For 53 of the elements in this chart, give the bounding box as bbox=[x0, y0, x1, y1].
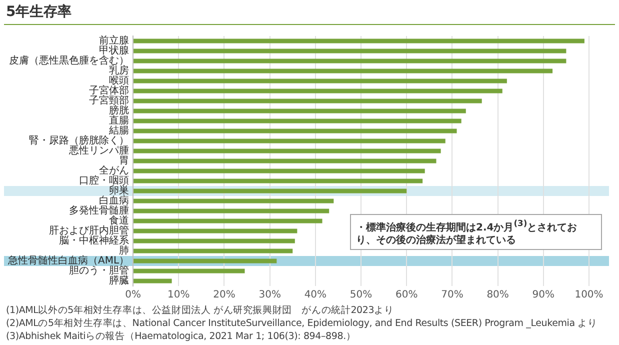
bar bbox=[134, 98, 482, 104]
bar bbox=[134, 228, 298, 234]
chart-title: 5年生存率 bbox=[6, 3, 72, 21]
bar bbox=[134, 168, 425, 174]
bar bbox=[134, 268, 245, 274]
bar bbox=[134, 248, 293, 254]
x-tick-label: 60% bbox=[396, 290, 418, 301]
y-tick-label: 乳房 bbox=[109, 64, 130, 77]
bar bbox=[134, 198, 334, 204]
bar bbox=[134, 278, 172, 284]
x-tick-label: 100% bbox=[574, 290, 604, 301]
bar bbox=[134, 258, 277, 264]
y-tick-label: 白血病 bbox=[99, 194, 130, 207]
bar bbox=[134, 68, 553, 74]
x-tick-label: 10% bbox=[168, 290, 190, 301]
bar bbox=[134, 218, 322, 224]
y-tick-label: 結腸 bbox=[108, 126, 130, 137]
bar bbox=[134, 48, 566, 54]
x-tick-label: 50% bbox=[350, 290, 372, 301]
y-tick-label: 膵臓 bbox=[109, 274, 130, 287]
bar bbox=[134, 128, 457, 134]
bar bbox=[134, 158, 436, 164]
y-tick-label: 胃 bbox=[119, 156, 130, 167]
y-tick-label: 全がん bbox=[99, 164, 130, 177]
bar bbox=[134, 188, 407, 194]
bar bbox=[134, 208, 330, 214]
bar bbox=[134, 138, 446, 144]
x-tick-label: 90% bbox=[532, 290, 555, 301]
bar bbox=[134, 88, 502, 94]
bar bbox=[134, 238, 295, 244]
y-tick-label: 直腸 bbox=[109, 114, 130, 127]
x-tick-label: 80% bbox=[486, 290, 509, 301]
x-tick-label: 30% bbox=[258, 290, 281, 301]
x-tick-label: 70% bbox=[441, 290, 464, 301]
x-tick-label: 40% bbox=[304, 290, 327, 301]
text: (2)AMLの5年相対生存率は、National Cancer InstituteSurveillance, Epidemiology, and End Results (SEER) Program _Leukemia より bbox=[6, 317, 598, 330]
y-tick-label: 食道 bbox=[109, 214, 130, 227]
bar bbox=[134, 78, 507, 84]
y-tick-label: 多発性骨髄腫 bbox=[69, 204, 130, 217]
y-tick-label: 急性骨髄性白血病（AML） bbox=[6, 254, 130, 267]
bar bbox=[134, 108, 466, 114]
text: (1)AML以外の5年相対生存率は、公益財団法人 がん研究振興財団 がんの統計2023より bbox=[6, 304, 395, 317]
bar bbox=[134, 38, 584, 44]
bar bbox=[134, 178, 423, 184]
text: (3)Abhishek Maitiらの報告（Haematologica, 2021 Mar 1; 106(3): 894–898.） bbox=[6, 330, 357, 343]
y-tick-label: 肺 bbox=[119, 244, 130, 257]
bar bbox=[134, 118, 462, 124]
annotation: ・標準治療後の生存期間は2.4か月$^{(3)}$とされており、その後の治療法が望まれている bbox=[350, 214, 602, 250]
bar bbox=[134, 148, 441, 154]
x-tick-label: 20% bbox=[213, 290, 236, 301]
y-tick-label: 悪性リンパ腫 bbox=[68, 144, 130, 157]
bar bbox=[134, 58, 566, 64]
x-tick-label: 0% bbox=[125, 290, 141, 301]
